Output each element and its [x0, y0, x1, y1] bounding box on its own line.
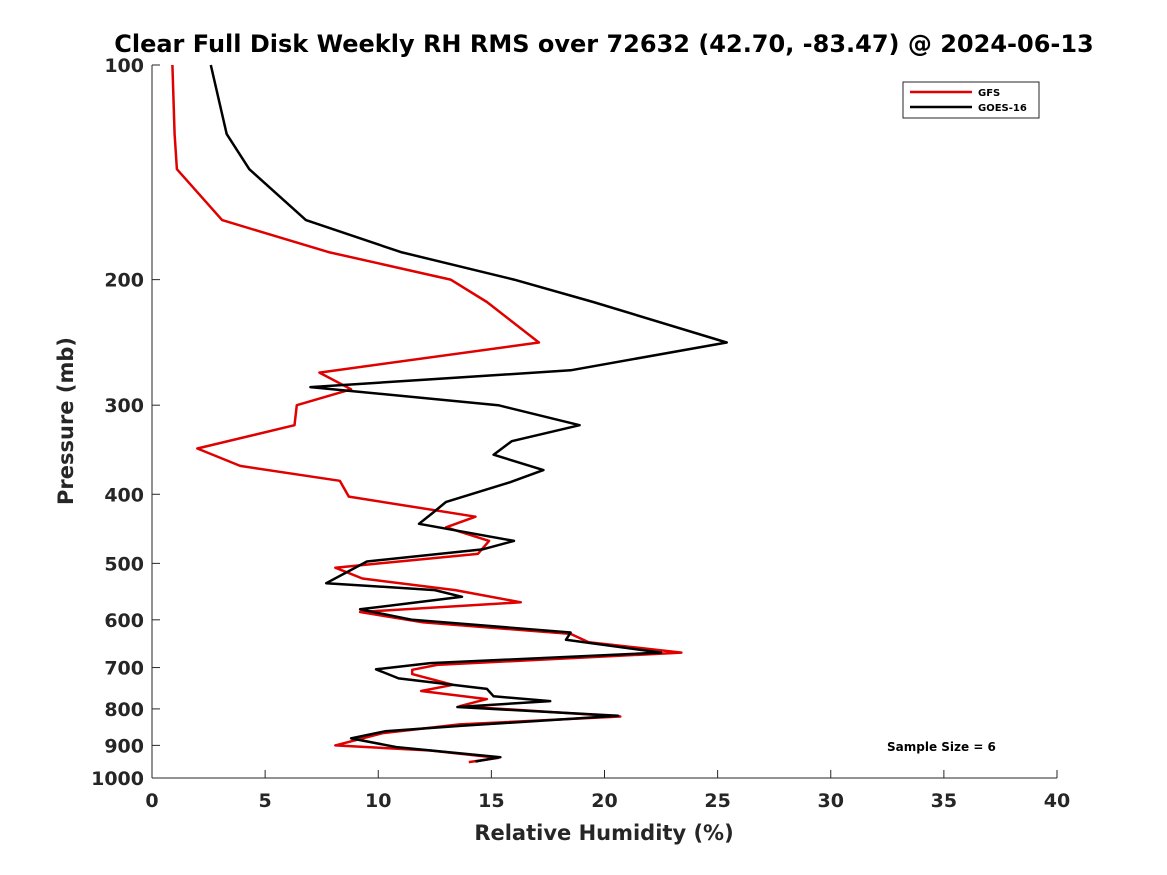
x-tick-label: 35	[931, 790, 957, 812]
y-tick-label: 800	[104, 699, 144, 721]
series-goes16-line	[209, 64, 728, 763]
legend-label-goes16: GOES-16	[978, 103, 1027, 114]
y-tick-label: 100	[104, 55, 144, 77]
y-tick-label: 500	[104, 553, 144, 575]
chart-title: Clear Full Disk Weekly RH RMS over 72632…	[114, 30, 1094, 58]
y-axis-label: Pressure (mb)	[54, 337, 78, 505]
sample-size-annotation: Sample Size = 6	[887, 740, 996, 754]
x-tick-label: 15	[478, 790, 504, 812]
y-tick-label: 900	[104, 735, 144, 757]
x-tick-label: 30	[818, 790, 844, 812]
y-tick-label: 600	[104, 610, 144, 632]
x-tick-label: 0	[145, 790, 158, 812]
series-lines-group	[171, 64, 728, 764]
axes-group	[151, 65, 1057, 779]
y-tick-label: 300	[104, 395, 144, 417]
y-tick-label: 1000	[91, 768, 144, 790]
x-tick-label: 20	[591, 790, 617, 812]
x-tick-label: 40	[1044, 790, 1070, 812]
legend: GFS GOES-16	[902, 81, 1040, 119]
y-tick-label: 700	[104, 658, 144, 680]
x-tick-label: 5	[259, 790, 272, 812]
x-ticks-group: 0 5 10 15 20 25 30 35 40	[145, 770, 1070, 812]
legend-label-gfs: GFS	[978, 88, 1000, 99]
y-ticks-group: 100 200 300 400 500 600 700 800 900 1000	[91, 55, 160, 790]
x-tick-label: 10	[365, 790, 391, 812]
x-axis-label: Relative Humidity (%)	[474, 821, 733, 845]
legend-box	[902, 81, 1040, 119]
y-tick-label: 200	[104, 270, 144, 292]
y-tick-label: 400	[104, 484, 144, 506]
x-tick-label: 25	[704, 790, 730, 812]
